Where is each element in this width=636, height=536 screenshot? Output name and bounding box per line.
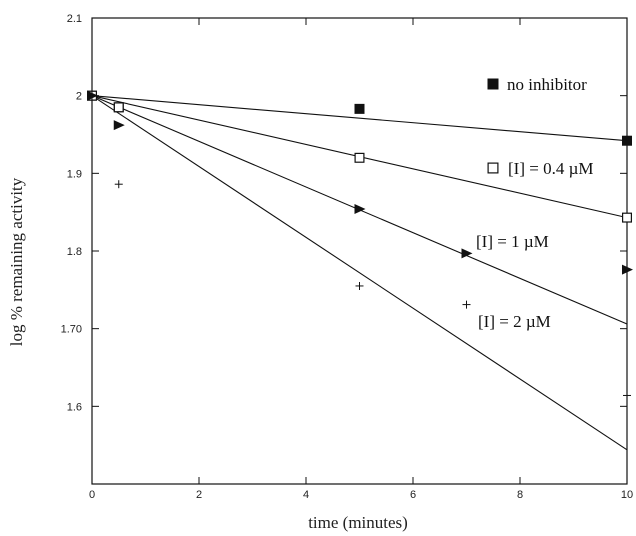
data-point-triangle <box>113 120 125 131</box>
fit-line <box>91 95 628 142</box>
x-axis-title: time (minutes) <box>308 513 408 532</box>
legend-label: no inhibitor <box>507 75 587 94</box>
y-tick-label: 1.6 <box>67 401 82 413</box>
x-tick-label: 2 <box>196 489 202 501</box>
legend-label: [I] = 0.4 µM <box>508 159 593 178</box>
data-point-open-square <box>113 102 124 113</box>
y-tick-label: 1.9 <box>67 168 82 180</box>
y-tick-label: 1.8 <box>67 246 82 258</box>
axis-ticks: 0 2 4 6 8 10 1.6 1.70 1.8 1.9 2 2.1 <box>61 13 634 501</box>
x-tick-label: 10 <box>621 489 633 501</box>
data-point-plus <box>623 391 631 400</box>
data-point-filled-square <box>622 135 632 146</box>
data-point-filled-square <box>487 78 499 90</box>
x-tick-label: 4 <box>303 489 309 501</box>
y-tick-label: 2 <box>76 91 82 103</box>
data-point-open-square <box>354 152 365 163</box>
data-point-plus <box>114 180 123 189</box>
data-point-open-square <box>487 162 499 174</box>
data-point-triangle <box>461 248 473 259</box>
legend-label: [I] = 2 µM <box>478 312 551 331</box>
data-point-plus <box>88 91 96 100</box>
data-point-triangle <box>354 204 366 215</box>
data-point-filled-square <box>354 103 365 114</box>
x-tick-label: 0 <box>89 489 95 501</box>
data-point-triangle <box>622 264 633 275</box>
data-points <box>86 90 633 400</box>
data-point-plus <box>355 281 364 290</box>
data-point-plus <box>462 300 471 309</box>
x-tick-label: 8 <box>517 489 523 501</box>
y-axis-title: log % remaining activity <box>7 177 26 346</box>
y-tick-label: 2.1 <box>67 13 82 25</box>
fit-line <box>91 95 628 451</box>
data-point-open-square <box>621 212 632 223</box>
y-tick-label: 1.70 <box>61 324 82 336</box>
x-tick-label: 6 <box>410 489 416 501</box>
fit-lines <box>91 95 628 451</box>
legend: no inhibitor [I] = 0.4 µM [I] = 1 µM [I] = … <box>476 75 593 331</box>
legend-label: [I] = 1 µM <box>476 232 549 251</box>
